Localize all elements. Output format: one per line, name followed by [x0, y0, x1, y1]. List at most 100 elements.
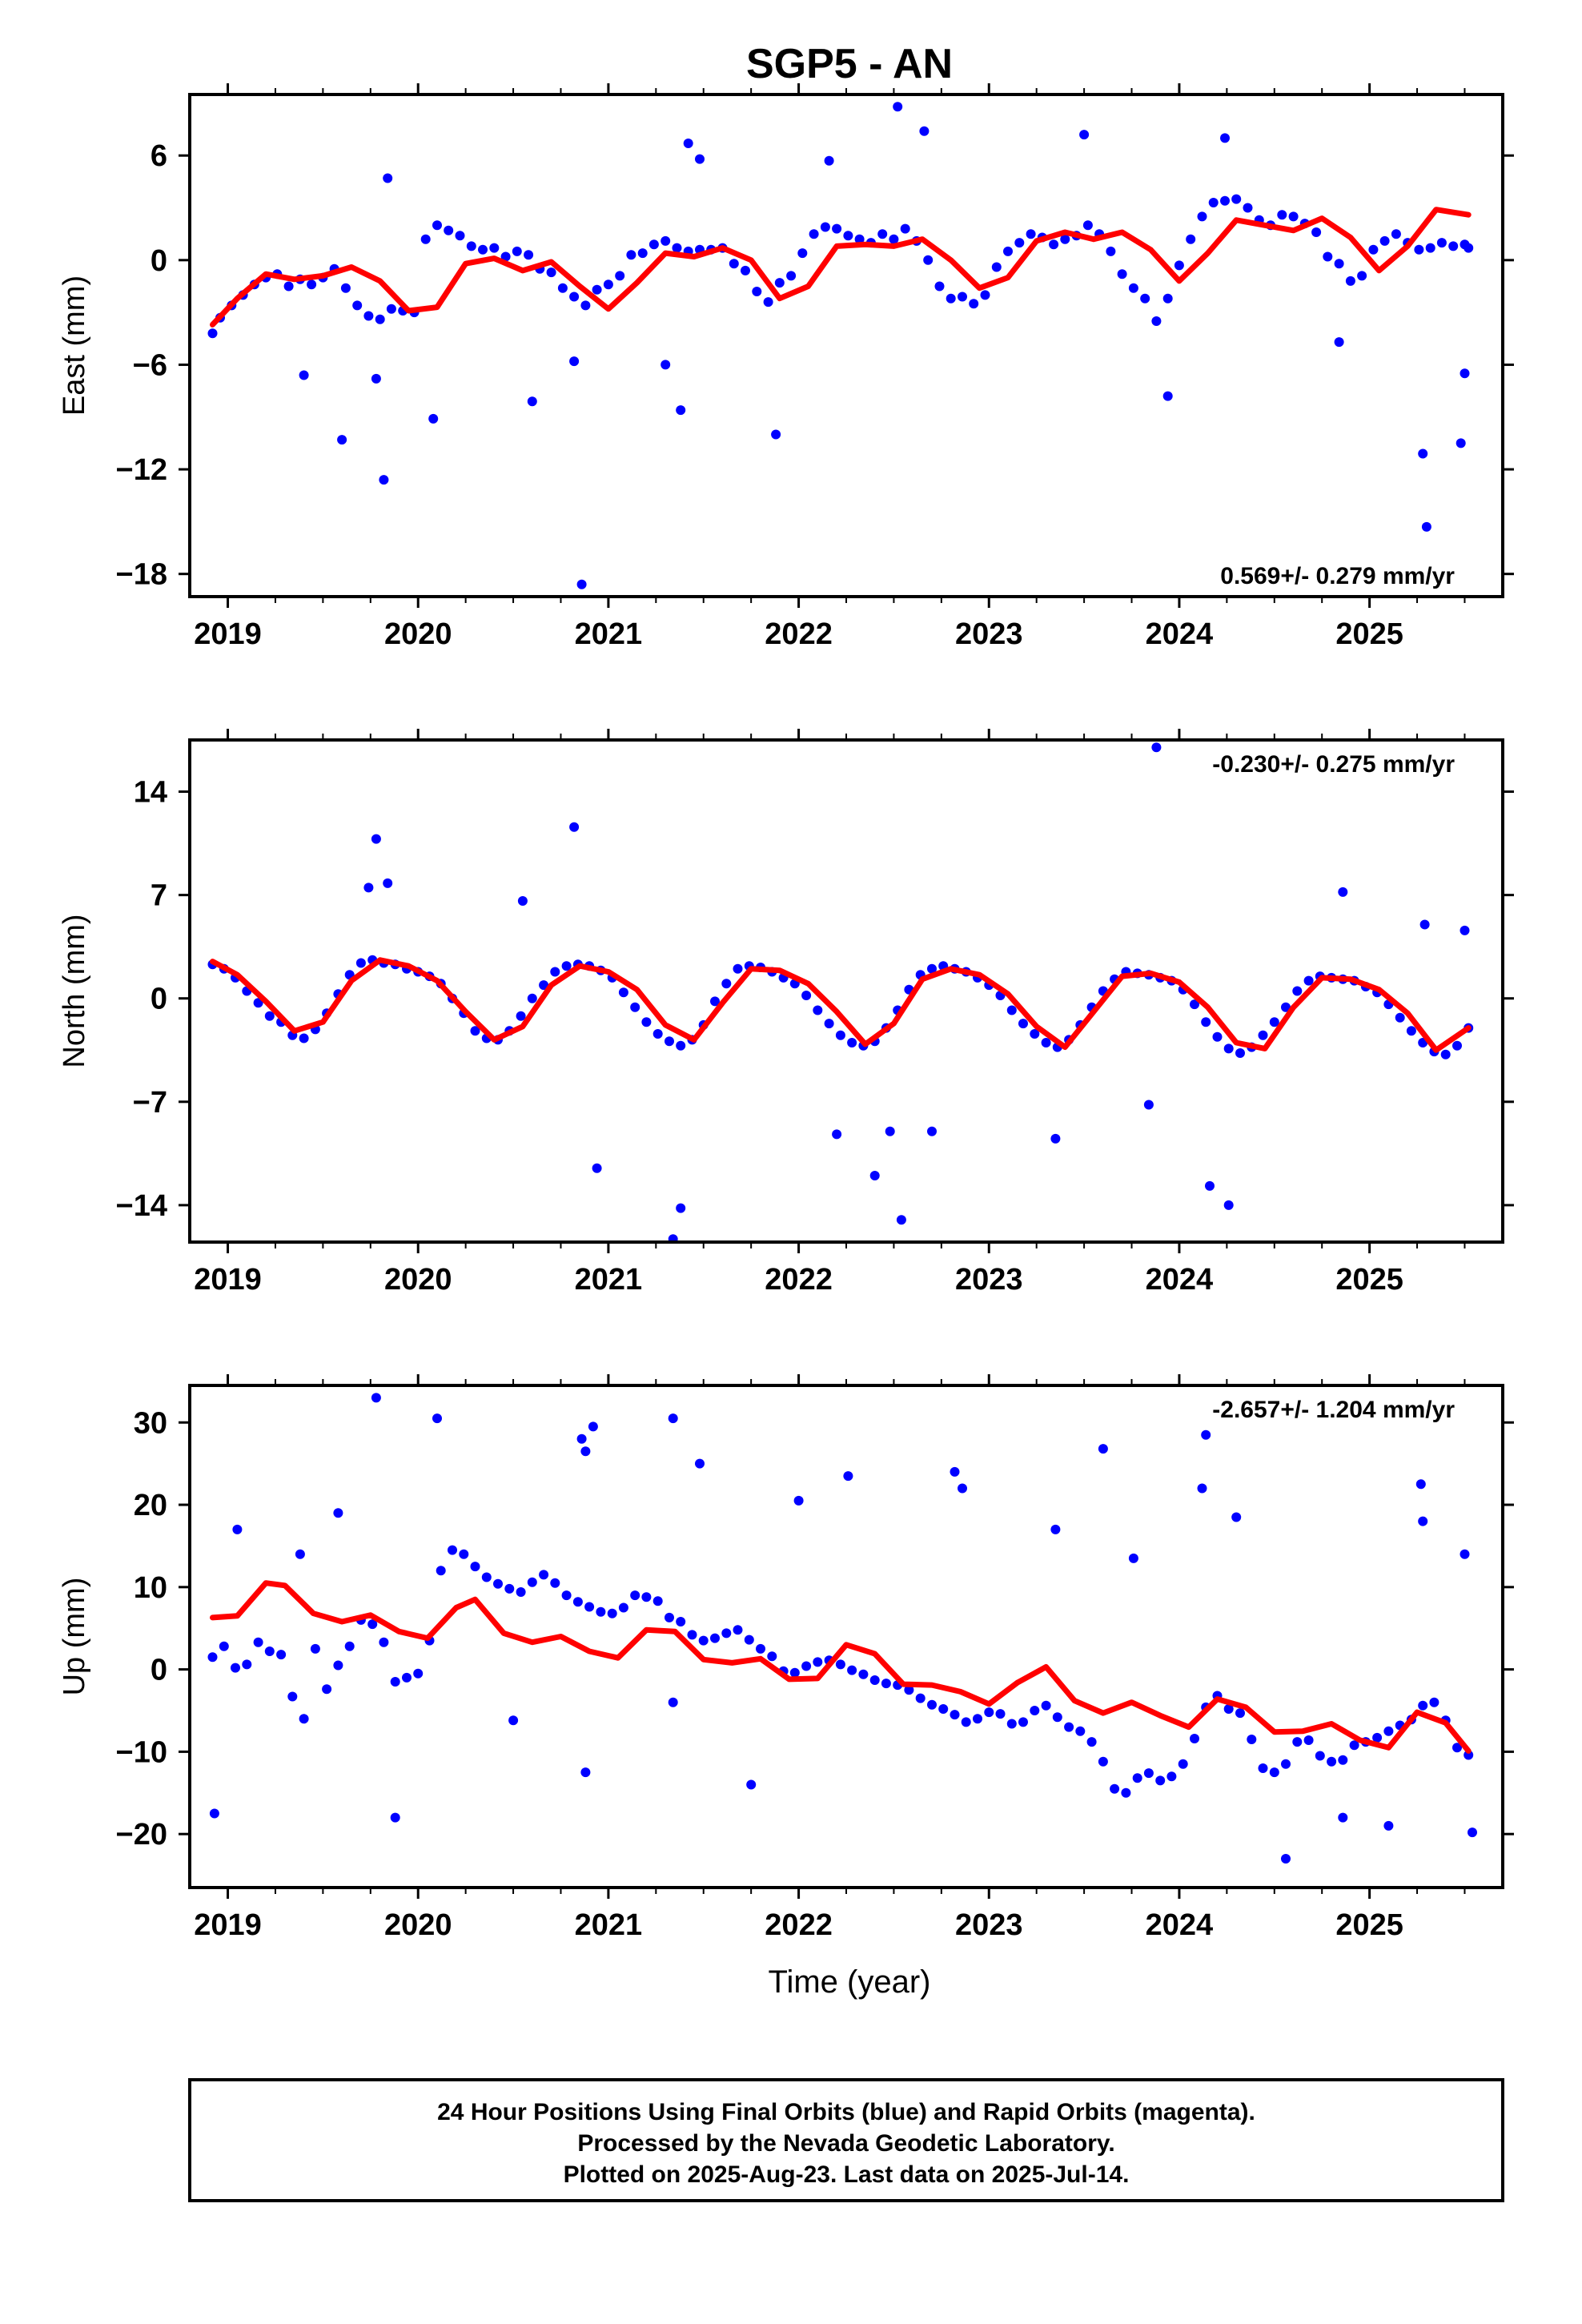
data-point [1050, 1133, 1061, 1144]
data-point [774, 278, 785, 288]
data-point [1288, 211, 1299, 222]
x-tick-label: 2020 [384, 1263, 452, 1297]
data-point [950, 1466, 960, 1477]
east-panel: 2019 2020 2021 2022 2023 2024 2025 −18 −12 −6 0 6 Ea… [58, 83, 1514, 651]
data-point [801, 991, 812, 1000]
data-point [1436, 238, 1447, 248]
data-point [1140, 293, 1150, 304]
data-point [676, 405, 686, 416]
data-point [219, 1641, 229, 1651]
data-point [710, 1633, 720, 1643]
data-point [1079, 130, 1090, 140]
data-point [1026, 229, 1036, 239]
y-tick-label: −6 [133, 348, 167, 382]
data-point [1418, 448, 1428, 459]
data-point [1429, 1697, 1439, 1707]
data-point [1311, 227, 1322, 237]
data-point [950, 1710, 960, 1720]
x-tick-label: 2023 [955, 617, 1023, 651]
data-point [1281, 1002, 1291, 1012]
data-point [1143, 1100, 1154, 1110]
y-tick-label: −18 [116, 558, 167, 592]
data-point [958, 1483, 967, 1494]
data-point [1425, 243, 1435, 253]
footer-line-1: 24 Hour Positions Using Final Orbits (bl… [437, 2099, 1255, 2125]
x-tick-label: 2024 [1146, 1263, 1214, 1297]
data-point [721, 979, 732, 989]
data-point [835, 1659, 845, 1670]
data-point [919, 126, 930, 136]
data-point [383, 878, 393, 888]
data-point [371, 1393, 381, 1403]
data-point [1406, 1026, 1416, 1036]
data-point [1075, 1726, 1086, 1736]
data-point [869, 1171, 880, 1180]
data-point [1018, 1019, 1028, 1029]
data-point [630, 1590, 640, 1601]
data-point [980, 290, 990, 300]
data-point [340, 283, 351, 293]
data-point [854, 234, 865, 244]
data-point [961, 1717, 971, 1727]
data-point [207, 328, 218, 339]
data-point [789, 1667, 800, 1678]
data-point [661, 360, 671, 370]
data-point [1327, 1756, 1337, 1767]
data-point [1098, 1444, 1108, 1454]
data-point [1338, 887, 1348, 897]
data-point [1414, 244, 1424, 255]
velocity-label: 0.569+/- 0.279 mm/yr [1220, 563, 1455, 589]
data-point [1452, 1743, 1462, 1753]
x-tick-label: 2025 [1335, 617, 1403, 651]
data-point [927, 963, 937, 974]
data-point [1338, 1755, 1348, 1765]
data-point [630, 1002, 640, 1012]
y-tick-label: 10 [134, 1571, 167, 1605]
data-point [687, 1630, 697, 1640]
y-tick-label: −7 [133, 1086, 167, 1120]
data-point [1014, 238, 1025, 248]
data-point [676, 1617, 686, 1626]
data-point [603, 279, 613, 290]
data-point [253, 1637, 263, 1647]
data-point [459, 1549, 469, 1559]
data-point [1452, 1040, 1462, 1051]
x-tick-label: 2021 [575, 1908, 643, 1942]
data-point [516, 1587, 526, 1597]
data-point [665, 1036, 674, 1047]
data-point [832, 1129, 842, 1140]
data-point [1220, 133, 1230, 143]
data-point [386, 304, 396, 314]
data-point [466, 241, 476, 251]
data-point [561, 1590, 572, 1601]
data-point [596, 1606, 606, 1617]
x-tick-label: 2024 [1146, 617, 1214, 651]
fit-curve [210, 1580, 1472, 1754]
x-tick-label: 2024 [1146, 1908, 1214, 1942]
y-tick-label: −12 [116, 453, 167, 487]
y-tick-label: 0 [151, 983, 167, 1016]
data-point [1128, 1553, 1138, 1563]
y-axis-label: Up (mm) [58, 1578, 91, 1696]
data-point [1041, 1700, 1051, 1711]
data-point [1334, 337, 1344, 348]
x-tick-label: 2022 [765, 617, 833, 651]
data-point [1418, 1516, 1428, 1526]
data-point [1106, 246, 1116, 256]
data-point [991, 262, 1002, 272]
data-point [746, 1779, 757, 1790]
data-point [652, 1029, 663, 1039]
data-point [561, 961, 572, 971]
x-tick-label: 2019 [194, 1908, 262, 1942]
data-point [927, 1126, 937, 1136]
x-tick-label: 2019 [194, 617, 262, 651]
figure-title: SGP5 - AN [746, 41, 953, 87]
data-point [1098, 1756, 1108, 1767]
data-point [786, 271, 797, 281]
data-point [557, 283, 568, 293]
data-point [847, 1038, 857, 1047]
data-point [809, 229, 819, 239]
data-point [1223, 1043, 1234, 1054]
data-point [763, 297, 773, 308]
data-point [1460, 368, 1470, 379]
